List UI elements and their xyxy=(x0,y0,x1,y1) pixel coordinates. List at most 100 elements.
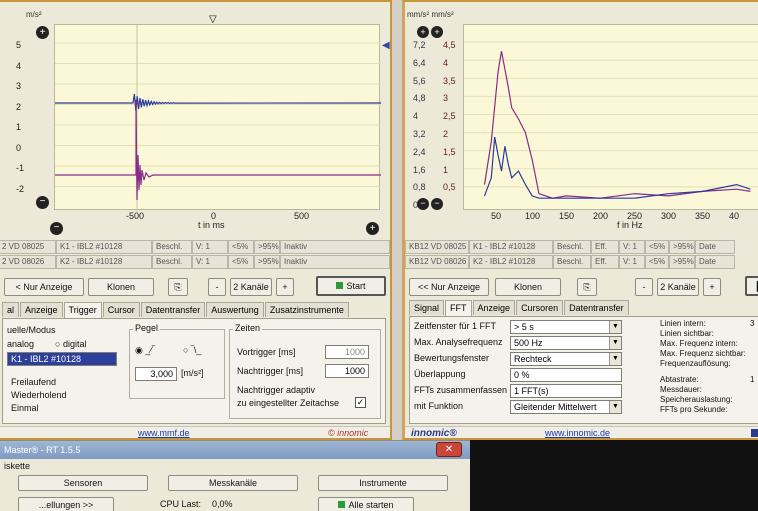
left-x-tick: 0 xyxy=(211,211,217,221)
zoom-out-icon[interactable]: − xyxy=(36,196,49,209)
klonen-button[interactable]: Klonen xyxy=(88,278,154,296)
analog-radio[interactable]: analog xyxy=(7,339,35,349)
fft-plot-svg xyxy=(464,41,758,199)
fft-copy-icon[interactable]: ⎘ xyxy=(577,278,597,296)
fft-zoom-in-icon-2[interactable]: + xyxy=(431,26,443,38)
innomic-brand: © innomic xyxy=(328,428,369,438)
status-cell: V: 1 xyxy=(619,255,645,269)
tab-datentransfer[interactable]: Datentransfer xyxy=(564,300,629,315)
fft-nur-anzeige-button[interactable]: << Nur Anzeige xyxy=(409,278,489,296)
instrumente-button[interactable]: Instrumente xyxy=(318,475,448,491)
tab-fft[interactable]: FFT xyxy=(445,300,472,316)
fft-series-1 xyxy=(483,50,751,199)
fft-info-value: 1 xyxy=(750,375,755,384)
rising-edge-radio[interactable]: ◉ _⁄‾ xyxy=(135,345,155,355)
fft-row-field[interactable]: 0 % xyxy=(510,368,622,382)
fft-plot[interactable] xyxy=(463,24,758,210)
master-titlebar: Master® - RT 1.5.5 ✕ xyxy=(0,441,470,459)
fft-row-field[interactable]: Rechteck ▼ xyxy=(510,352,622,366)
tab-auswertung[interactable]: Auswertung xyxy=(206,302,264,317)
right-y-tick: 0,8 xyxy=(413,182,426,193)
status-cell: Inaktiv xyxy=(280,255,390,269)
vortrigger-label: Vortrigger [ms] xyxy=(237,347,296,357)
status-cell: K1 - IBL2 #10128 xyxy=(56,240,152,254)
mode-einmal[interactable]: Einmal xyxy=(11,403,39,413)
status-cell: Beschl. xyxy=(553,240,591,254)
trigger-marker-icon[interactable]: ▽ xyxy=(209,14,217,25)
fft-zoom-out-icon-2[interactable]: − xyxy=(431,198,443,210)
right-y2-tick: 3,5 xyxy=(443,75,456,86)
chevron-down-icon[interactable]: ▼ xyxy=(609,353,621,365)
master-title: Master® - RT 1.5.5 xyxy=(4,445,81,455)
fft-zoom-out-icon[interactable]: − xyxy=(417,198,429,210)
fft-info-label: Abtastrate: xyxy=(660,375,699,384)
digital-radio[interactable]: ○ digital xyxy=(55,339,87,349)
fft-info-label: Max. Frequenz sichtbar: xyxy=(660,349,746,358)
copy-icon[interactable]: ⎘ xyxy=(168,278,188,296)
tab-anzeige[interactable]: Anzeige xyxy=(472,300,516,315)
zeiten-title: Zeiten xyxy=(233,323,263,333)
tab-trigger[interactable]: Trigger xyxy=(63,302,102,318)
fft-row-field[interactable]: Gleitender Mittelwert ▼ xyxy=(510,400,622,414)
fft-row-value: Rechteck xyxy=(514,354,552,364)
fft-row-value: Gleitender Mittelwert xyxy=(514,402,597,412)
innomic-logo: innomic® xyxy=(411,428,457,439)
fft-series-2 xyxy=(483,136,751,199)
sensoren-button[interactable]: Sensoren xyxy=(18,475,148,491)
fft-row-field[interactable]: 500 Hz ▼ xyxy=(510,336,622,350)
tab-datentransfer[interactable]: Datentransfer xyxy=(140,302,206,317)
vortrigger-input[interactable]: 1000 xyxy=(325,345,369,359)
right-y2-tick: 1,5 xyxy=(443,146,456,157)
falling-edge-radio[interactable]: ○ ‾\_ xyxy=(183,345,202,355)
alle-starten-button[interactable]: Alle starten xyxy=(318,497,414,511)
fft-info-label: Linien intern: xyxy=(660,319,706,328)
right-y-unit: mm/s² mm/s² xyxy=(407,10,454,19)
status-cell: K2 - IBL2 #10128 xyxy=(56,255,152,269)
channel-2-trace xyxy=(55,99,381,201)
chevron-down-icon[interactable]: ▼ xyxy=(609,337,621,349)
chevron-down-icon[interactable]: ▼ xyxy=(609,401,621,413)
adaptiv-label-2: zu eingestellter Zeitachse xyxy=(237,398,340,408)
nur-anzeige-button[interactable]: < Nur Anzeige xyxy=(4,278,84,296)
start-button[interactable]: Start xyxy=(316,276,386,296)
nachtrigger-input[interactable]: 1000 xyxy=(325,364,369,378)
channels-minus-button[interactable]: - xyxy=(208,278,226,296)
zeiten-group xyxy=(229,329,381,419)
tab-cursor[interactable]: Cursor xyxy=(102,302,140,317)
trigger-channel-select[interactable]: K1 - IBL2 #10128 xyxy=(7,352,117,366)
chevron-down-icon[interactable]: ▼ xyxy=(609,321,621,333)
zoom-in-icon[interactable]: + xyxy=(36,26,49,39)
channels-plus-button[interactable]: + xyxy=(276,278,294,296)
fft-zoom-in-icon[interactable]: + xyxy=(417,26,429,38)
tab-signal[interactable]: Signal xyxy=(409,300,445,315)
messkanaele-button[interactable]: Messkanäle xyxy=(168,475,298,491)
fft-row-field[interactable]: 1 FFT(s) xyxy=(510,384,622,398)
mmf-link[interactable]: www.mmf.de xyxy=(138,428,190,438)
tab-cursoren[interactable]: Cursoren xyxy=(516,300,564,315)
fft-channels-plus-button[interactable]: + xyxy=(703,278,721,296)
fft-klonen-button[interactable]: Klonen xyxy=(495,278,561,296)
right-x-label: f in Hz xyxy=(617,220,643,230)
adaptiv-checkbox[interactable]: ✓ xyxy=(355,397,366,408)
tab-zusatzinstrumente[interactable]: Zusatzinstrumente xyxy=(264,302,349,317)
right-y-tick: 0 xyxy=(413,200,419,211)
fft-channels-minus-button[interactable]: - xyxy=(635,278,653,296)
mode-wiederholend[interactable]: Wiederholend xyxy=(11,390,67,400)
pan-right-icon[interactable]: + xyxy=(366,222,379,235)
tab-al[interactable]: al xyxy=(2,302,20,317)
einstellungen-button[interactable]: ...ellungen >> xyxy=(18,497,114,511)
right-x-tick: 300 xyxy=(661,211,677,221)
fft-status-row-1: KB12 VD 08025 K1 - IBL2 #10128 Beschl. Eff.… xyxy=(405,240,735,254)
level-marker-icon[interactable]: ◀ xyxy=(382,40,390,51)
close-icon[interactable]: ✕ xyxy=(436,442,462,457)
tab-anzeige[interactable]: Anzeige xyxy=(20,302,63,317)
mode-freilaufend[interactable]: Freilaufend xyxy=(11,377,57,387)
pegel-input[interactable]: 3,000 xyxy=(135,367,177,381)
right-y2-tick: 4,5 xyxy=(443,40,456,50)
right-y-tick: 1,6 xyxy=(413,164,426,175)
innomic-link[interactable]: www.innomic.de xyxy=(545,428,611,438)
pan-left-icon[interactable]: − xyxy=(50,222,63,235)
fft-start-button[interactable]: ▌ xyxy=(745,276,758,296)
time-plot[interactable] xyxy=(54,24,382,211)
fft-row-field[interactable]: > 5 s ▼ xyxy=(510,320,622,334)
